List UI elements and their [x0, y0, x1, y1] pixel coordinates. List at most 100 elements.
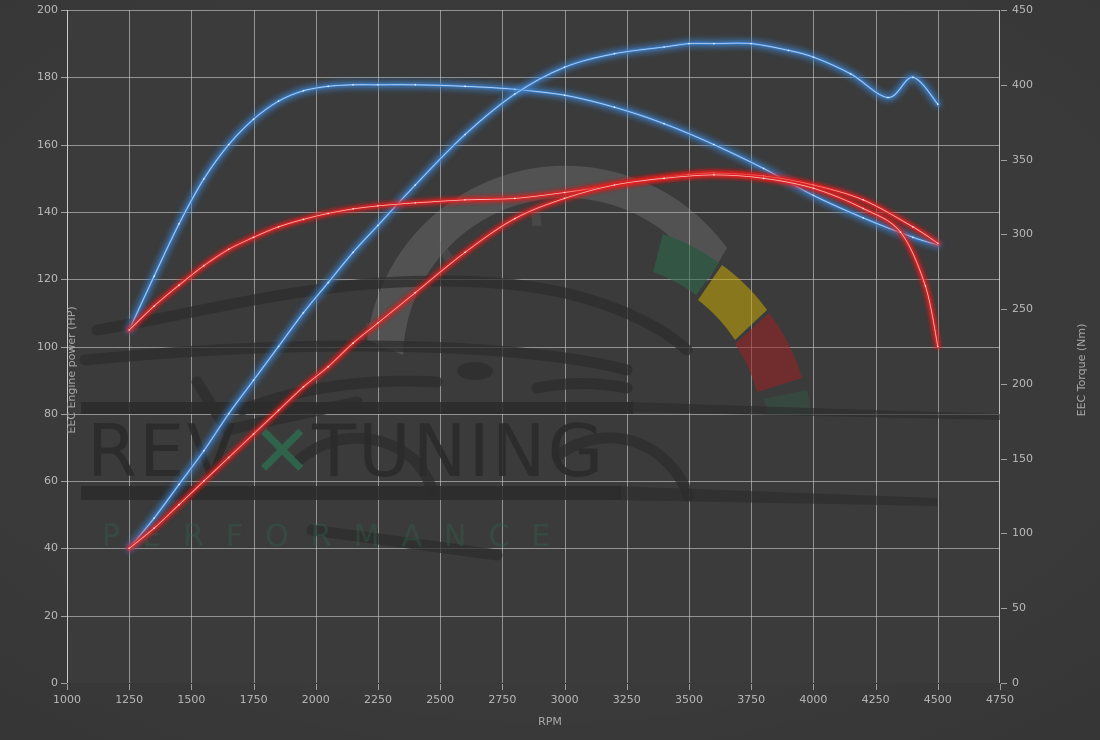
data-point	[812, 194, 815, 197]
data-point	[613, 184, 616, 186]
x-tick-label: 4250	[861, 693, 890, 706]
x-tick-label: 3000	[550, 693, 579, 706]
y-tick-label-left: 20	[44, 608, 58, 622]
y-axis-left-title: EEC Engine power (HP)	[65, 306, 79, 434]
data-point	[153, 517, 155, 519]
data-point	[327, 365, 330, 368]
gridline-horizontal	[67, 212, 1000, 213]
data-point	[563, 197, 566, 200]
data-point	[924, 285, 927, 287]
y-tick-mark-right	[1001, 683, 1007, 684]
data-point	[327, 212, 330, 215]
data-point	[327, 85, 330, 88]
data-point	[762, 167, 765, 170]
y-tick-label-left: 160	[37, 137, 58, 151]
data-point	[153, 527, 155, 530]
data-point	[862, 199, 865, 201]
data-point	[128, 329, 131, 331]
y-tick-label-right: 0	[1012, 676, 1019, 689]
y-tick-label-left: 80	[44, 406, 58, 420]
x-tick-mark	[813, 684, 815, 690]
y-tick-label-left: 140	[37, 204, 58, 218]
x-tick-mark	[1000, 684, 1001, 690]
data-point	[414, 184, 417, 186]
x-tick-mark	[502, 684, 504, 690]
data-point	[277, 100, 280, 103]
data-point	[202, 178, 205, 180]
y-axis-right-title: EEC Torque (Nm)	[1075, 323, 1089, 417]
data-point	[377, 83, 379, 86]
y-tick-mark-left	[61, 615, 67, 617]
y-tick-mark-left	[61, 481, 67, 483]
data-point	[377, 205, 379, 207]
data-point	[812, 184, 815, 186]
x-tick-mark	[564, 684, 566, 690]
data-point	[563, 191, 566, 194]
y-tick-label-right: 450	[1012, 3, 1033, 16]
data-point	[327, 281, 330, 284]
data-point	[227, 456, 230, 459]
data-point	[202, 449, 205, 452]
y-tick-label-right: 400	[1012, 77, 1033, 91]
data-point	[936, 345, 939, 348]
y-tick-mark-right	[1001, 608, 1007, 610]
x-tick-label: 1250	[115, 693, 144, 706]
data-point	[862, 207, 865, 210]
y-tick-mark-left	[61, 683, 67, 684]
y-tick-mark-left	[61, 77, 67, 79]
data-point	[762, 177, 765, 180]
x-tick-label: 4750	[986, 693, 1014, 706]
x-tick-mark	[689, 684, 690, 690]
y-tick-mark-left	[61, 144, 67, 146]
data-point	[849, 73, 852, 75]
data-point	[750, 42, 753, 45]
x-tick-mark	[440, 684, 442, 690]
gridline-horizontal	[67, 481, 1000, 482]
y-tick-label-left: 40	[44, 541, 58, 555]
x-tick-label: 2250	[364, 693, 392, 706]
x-tick-mark	[67, 684, 68, 690]
y-tick-mark-right	[1001, 234, 1007, 236]
data-point	[352, 208, 354, 210]
axis-right	[999, 10, 1000, 683]
y-tick-label-left: 120	[37, 272, 58, 286]
data-point	[153, 275, 155, 278]
y-tick-label-right: 300	[1012, 227, 1033, 241]
data-point	[713, 174, 715, 176]
data-point	[862, 217, 865, 219]
data-point	[887, 96, 889, 99]
gridline-horizontal	[67, 10, 1000, 11]
y-tick-mark-left	[61, 346, 67, 348]
data-point	[912, 76, 914, 79]
y-tick-mark-right	[1001, 84, 1007, 86]
y-tick-label-right: 150	[1012, 451, 1033, 465]
x-tick-label: 4500	[923, 693, 952, 706]
gridline-vertical	[813, 10, 814, 683]
data-point	[414, 202, 417, 204]
y-tick-mark-left	[61, 279, 67, 281]
data-point	[178, 284, 180, 287]
x-tick-mark	[626, 684, 628, 690]
x-tick-label: 1750	[239, 693, 268, 706]
axis-left	[67, 10, 68, 683]
y-tick-label-right: 350	[1012, 152, 1033, 166]
data-point	[277, 409, 280, 412]
x-tick-label: 1500	[177, 693, 206, 706]
data-point	[277, 345, 280, 348]
y-tick-mark-right	[1001, 10, 1007, 11]
data-point	[563, 94, 566, 97]
data-point	[812, 187, 815, 190]
data-point	[936, 103, 939, 106]
x-tick-mark	[253, 684, 255, 690]
gridline-horizontal	[67, 414, 1000, 415]
plot-area: REV ✕ TUNING PERFORMANCE	[67, 10, 1000, 683]
y-tick-mark-left	[61, 211, 67, 213]
x-tick-label: 2000	[301, 693, 330, 706]
x-tick-label: 3250	[612, 693, 641, 706]
x-tick-label: 3750	[737, 693, 766, 706]
data-point	[227, 143, 230, 146]
y-tick-mark-right	[1001, 533, 1007, 535]
data-point	[302, 89, 305, 92]
y-tick-mark-left	[61, 413, 67, 415]
data-point	[663, 122, 665, 125]
